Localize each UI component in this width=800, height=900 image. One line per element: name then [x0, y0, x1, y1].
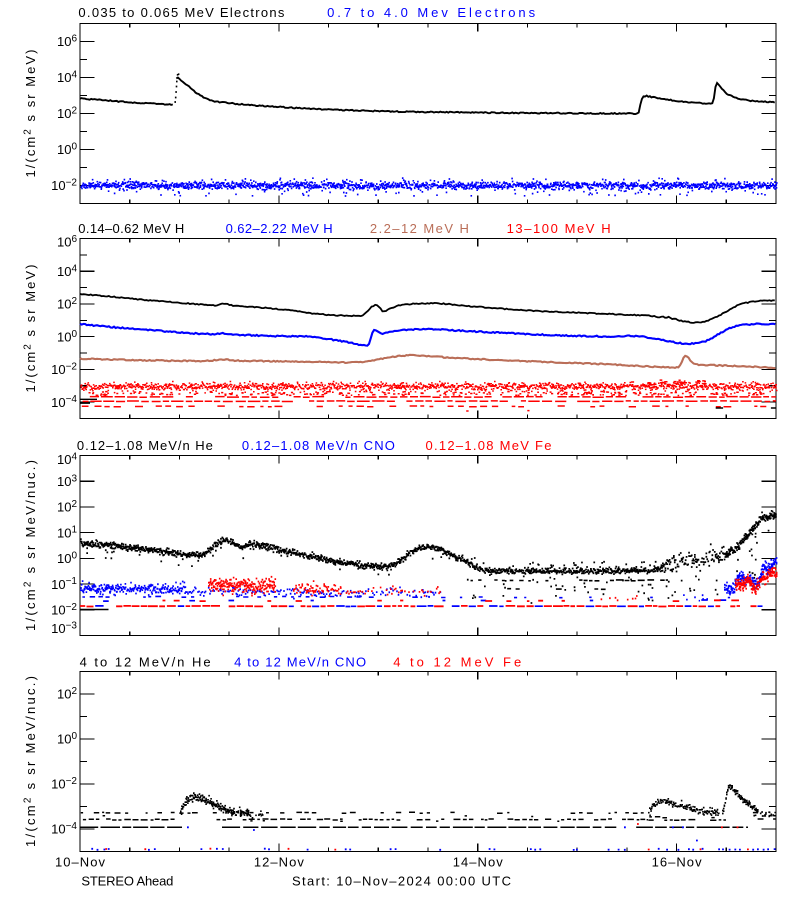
svg-text:0.62–2.22 MeV H: 0.62–2.22 MeV H — [226, 221, 333, 236]
svg-text:0.14–0.62 MeV H: 0.14–0.62 MeV H — [78, 221, 184, 236]
svg-text:4 to 12 MeV/n He: 4 to 12 MeV/n He — [80, 655, 211, 670]
svg-text:STEREO Ahead: STEREO Ahead — [81, 874, 173, 889]
svg-text:10–Nov: 10–Nov — [55, 855, 106, 870]
svg-text:0.035 to 0.065 MeV Electrons: 0.035 to 0.065 MeV Electrons — [78, 5, 285, 20]
svg-text:2.2–12 MeV H: 2.2–12 MeV H — [370, 221, 469, 236]
svg-text:Start: 10–Nov–2024 00:00 UTC: Start: 10–Nov–2024 00:00 UTC — [292, 874, 511, 889]
svg-text:0.12–1.08 MeV Fe: 0.12–1.08 MeV Fe — [426, 438, 552, 453]
svg-text:1/(cm2 s sr MeV): 1/(cm2 s sr MeV) — [22, 265, 38, 393]
svg-text:0.12–1.08 MeV/n He: 0.12–1.08 MeV/n He — [77, 438, 213, 453]
svg-text:0.12–1.08 MeV/n CNO: 0.12–1.08 MeV/n CNO — [242, 438, 395, 453]
svg-text:1/(cm2 s sr MeV): 1/(cm2 s sr MeV) — [22, 50, 38, 178]
svg-text:16–Nov: 16–Nov — [652, 855, 703, 870]
svg-text:4 to 12 MeV/n CNO: 4 to 12 MeV/n CNO — [234, 655, 366, 670]
svg-text:14–Nov: 14–Nov — [453, 855, 504, 870]
svg-text:12–Nov: 12–Nov — [254, 855, 305, 870]
